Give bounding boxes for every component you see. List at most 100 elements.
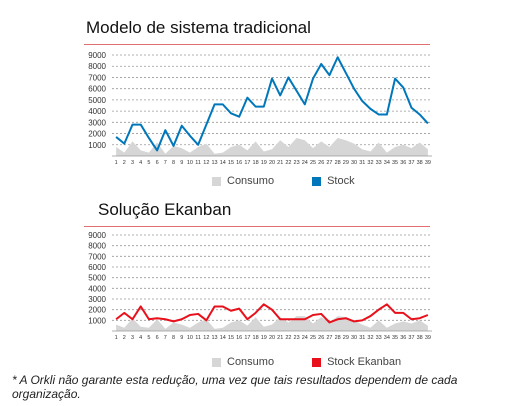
x-tick-label: 37 xyxy=(408,335,414,341)
legend-consumo-swatch xyxy=(212,357,221,367)
x-tick-label: 20 xyxy=(269,160,275,166)
x-tick-label: 28 xyxy=(335,160,341,166)
x-tick-label: 36 xyxy=(400,160,406,166)
series-stock-line xyxy=(115,56,429,152)
x-tick-label: 4 xyxy=(139,160,142,166)
x-tick-label: 30 xyxy=(351,335,357,341)
x-tick-label: 32 xyxy=(367,335,373,341)
x-tick-label: 6 xyxy=(156,160,159,166)
x-tick-label: 22 xyxy=(285,160,291,166)
y-tick-label: 5000 xyxy=(88,274,106,283)
x-tick-label: 39 xyxy=(425,335,431,341)
x-tick-label: 15 xyxy=(228,160,234,166)
y-tick-label: 7000 xyxy=(88,252,106,261)
x-tick-label: 37 xyxy=(408,160,414,166)
chart-1-title: Modelo de sistema tradicional xyxy=(86,18,311,37)
x-tick-label: 18 xyxy=(253,335,259,341)
x-tick-label: 25 xyxy=(310,335,316,341)
x-tick-label: 39 xyxy=(425,160,431,166)
chart-1-title-rule xyxy=(84,44,430,45)
x-tick-label: 13 xyxy=(212,160,218,166)
y-tick-label: 1000 xyxy=(88,141,106,150)
x-tick-label: 24 xyxy=(302,160,308,166)
x-tick-label: 13 xyxy=(212,335,218,341)
chart-2-title: Solução Ekanban xyxy=(98,200,232,219)
x-tick-label: 32 xyxy=(367,160,373,166)
x-tick-label: 27 xyxy=(326,335,332,341)
y-tick-label: 3000 xyxy=(88,295,106,304)
x-tick-label: 14 xyxy=(220,160,226,166)
x-tick-label: 34 xyxy=(384,160,390,166)
y-tick-label: 3000 xyxy=(88,118,106,127)
x-tick-label: 35 xyxy=(392,335,398,341)
legend-stock-ekanban-swatch xyxy=(312,357,322,367)
x-tick-label: 3 xyxy=(131,335,134,341)
x-tick-label: 11 xyxy=(195,160,201,166)
legend-consumo-label: Consumo xyxy=(227,175,275,187)
chart-2-title-rule xyxy=(84,226,430,227)
x-tick-label: 6 xyxy=(156,335,159,341)
legend-stock-label: Stock xyxy=(327,175,355,187)
x-tick-label: 14 xyxy=(220,335,226,341)
x-tick-label: 21 xyxy=(277,335,283,341)
x-tick-label: 4 xyxy=(139,335,142,341)
x-tick-label: 33 xyxy=(376,335,382,341)
x-tick-label: 26 xyxy=(318,160,324,166)
x-tick-label: 38 xyxy=(417,160,423,166)
y-tick-label: 6000 xyxy=(88,263,106,272)
y-tick-label: 7000 xyxy=(88,73,106,82)
series-consumo-area xyxy=(116,138,428,156)
x-tick-label: 38 xyxy=(417,335,423,341)
x-tick-label: 11 xyxy=(195,335,201,341)
x-tick-label: 8 xyxy=(172,160,175,166)
y-tick-label: 9000 xyxy=(88,231,106,240)
chart-2-legend: Consumo Stock Ekanban xyxy=(212,356,401,368)
x-tick-label: 16 xyxy=(236,160,242,166)
x-tick-label: 23 xyxy=(294,335,300,341)
x-tick-label: 30 xyxy=(351,160,357,166)
y-tick-label: 4000 xyxy=(88,107,106,116)
x-tick-label: 18 xyxy=(253,160,259,166)
y-tick-label: 5000 xyxy=(88,96,106,105)
x-tick-label: 9 xyxy=(180,160,183,166)
x-tick-label: 7 xyxy=(164,160,167,166)
y-tick-label: 8000 xyxy=(88,62,106,71)
x-tick-label: 10 xyxy=(187,160,193,166)
x-tick-label: 36 xyxy=(400,335,406,341)
legend-consumo-swatch xyxy=(212,176,221,186)
x-tick-label: 19 xyxy=(261,335,267,341)
x-tick-label: 9 xyxy=(180,335,183,341)
x-tick-label: 12 xyxy=(203,160,209,166)
x-tick-label: 27 xyxy=(326,160,332,166)
x-tick-label: 1 xyxy=(115,160,118,166)
x-tick-label: 17 xyxy=(244,160,250,166)
x-tick-label: 29 xyxy=(343,335,349,341)
x-tick-label: 12 xyxy=(203,335,209,341)
x-tick-label: 7 xyxy=(164,335,167,341)
x-tick-label: 10 xyxy=(187,335,193,341)
x-tick-label: 28 xyxy=(335,335,341,341)
x-tick-label: 15 xyxy=(228,335,234,341)
y-tick-label: 9000 xyxy=(88,51,106,60)
x-tick-label: 2 xyxy=(123,160,126,166)
legend-consumo-label: Consumo xyxy=(227,356,275,368)
x-tick-label: 34 xyxy=(384,335,390,341)
x-tick-label: 35 xyxy=(392,160,398,166)
x-tick-label: 33 xyxy=(376,160,382,166)
y-tick-label: 2000 xyxy=(88,130,106,139)
x-tick-label: 20 xyxy=(269,335,275,341)
x-tick-label: 23 xyxy=(294,160,300,166)
x-tick-label: 25 xyxy=(310,160,316,166)
x-tick-label: 2 xyxy=(123,335,126,341)
x-tick-label: 31 xyxy=(359,160,365,166)
x-tick-label: 19 xyxy=(261,160,267,166)
y-tick-label: 8000 xyxy=(88,242,106,251)
legend-stock-swatch xyxy=(312,176,322,186)
footnote: * A Orkli não garante esta redução, uma … xyxy=(12,373,458,401)
x-tick-label: 26 xyxy=(318,335,324,341)
legend-stock-ekanban-label: Stock Ekanban xyxy=(327,356,402,368)
x-tick-label: 17 xyxy=(244,335,250,341)
x-tick-label: 16 xyxy=(236,335,242,341)
